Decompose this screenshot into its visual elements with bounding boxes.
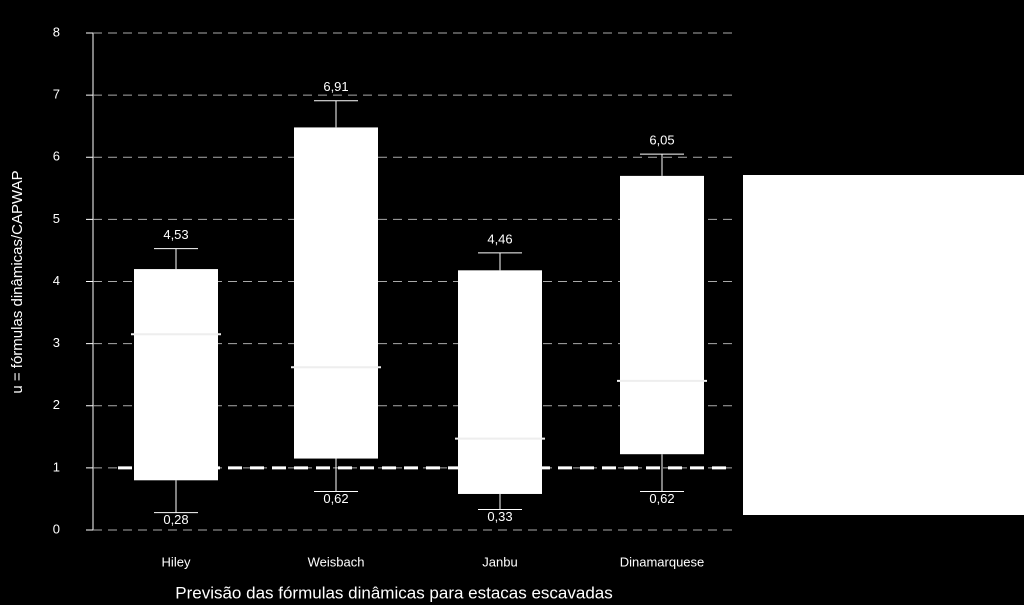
y-tick-label: 5 — [53, 211, 60, 226]
x-tick-label: Hiley — [162, 554, 191, 569]
blank-panel — [743, 175, 1024, 515]
y-tick-label: 2 — [53, 397, 60, 412]
y-tick-label: 0 — [53, 521, 60, 536]
max-label: 6,91 — [323, 79, 348, 94]
y-tick-label: 1 — [53, 459, 60, 474]
min-label: 0,28 — [163, 512, 188, 527]
y-tick-label: 8 — [53, 24, 60, 39]
x-axis-label: Previsão das fórmulas dinâmicas para est… — [175, 583, 613, 602]
max-label: 6,05 — [649, 133, 674, 148]
min-label: 0,62 — [649, 491, 674, 506]
box — [458, 270, 542, 494]
box — [294, 127, 378, 459]
box — [134, 269, 218, 481]
max-label: 4,46 — [487, 231, 512, 246]
min-label: 0,33 — [487, 509, 512, 524]
y-axis-label: u = fórmulas dinâmicas/CAPWAP — [9, 170, 26, 393]
y-tick-label: 4 — [53, 273, 60, 288]
x-tick-label: Janbu — [482, 554, 517, 569]
max-label: 4,53 — [163, 227, 188, 242]
box — [620, 175, 704, 455]
min-label: 0,62 — [323, 491, 348, 506]
y-tick-label: 6 — [53, 149, 60, 164]
x-tick-label: Weisbach — [308, 554, 365, 569]
y-tick-label: 3 — [53, 335, 60, 350]
y-tick-label: 7 — [53, 87, 60, 102]
x-tick-label: Dinamarquese — [620, 554, 705, 569]
